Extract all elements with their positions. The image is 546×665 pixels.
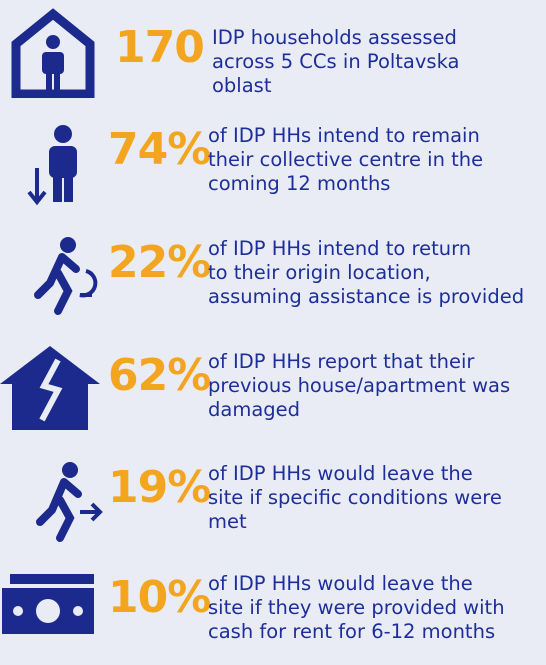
description-line: damaged [208, 398, 301, 421]
key-figure: 62% [108, 350, 211, 401]
person-return-icon [34, 237, 98, 315]
description-line: met [208, 510, 247, 533]
description-line: of IDP HHs would leave the [208, 462, 473, 485]
key-figure: 19% [108, 462, 211, 513]
description-line: of IDP HHs intend to remain [208, 124, 480, 147]
description-line: site if specific conditions were [208, 486, 502, 509]
stat-row: 74% of IDP HHs intend to remain their col… [0, 112, 546, 217]
description-line: cash for rent for 6-12 months [208, 620, 496, 643]
description-line: assuming assistance is provided [208, 285, 525, 308]
key-figure: 22% [108, 237, 211, 288]
damaged-house-icon [0, 346, 100, 430]
description-line: their collective centre in the [208, 148, 484, 171]
description-line: site if they were provided with [208, 596, 505, 619]
description: IDP households assessed across 5 CCs in P… [212, 26, 459, 98]
description: of IDP HHs intend to return to their orig… [208, 237, 524, 309]
description-line: coming 12 months [208, 172, 391, 195]
description-line: oblast [212, 74, 272, 97]
description: of IDP HHs would leave the site if they w… [208, 572, 505, 644]
key-figure: 74% [108, 124, 211, 175]
description-line: previous house/apartment was [208, 374, 511, 397]
key-figure: 170 [115, 22, 205, 73]
key-figure: 10% [108, 572, 211, 623]
person-stay-icon [27, 125, 77, 206]
stat-row: 19% of IDP HHs would leave the site if sp… [0, 450, 546, 555]
house-person-icon [11, 8, 95, 98]
description-line: of IDP HHs intend to return [208, 237, 472, 260]
description: of IDP HHs intend to remain their collect… [208, 124, 483, 196]
cash-icon [2, 574, 94, 634]
description: of IDP HHs report that their previous hou… [208, 350, 510, 422]
stat-row: 62% of IDP HHs report that their previous… [0, 338, 546, 443]
stat-row: 170 IDP households assessed across 5 CCs … [0, 0, 546, 105]
description-line: of IDP HHs would leave the [208, 572, 473, 595]
description-line: across 5 CCs in Poltavska [212, 50, 460, 73]
stat-row: 10% of IDP HHs would leave the site if th… [0, 560, 546, 665]
stat-row: 22% of IDP HHs intend to return to their … [0, 225, 546, 330]
description-line: of IDP HHs report that their [208, 350, 475, 373]
description: of IDP HHs would leave the site if specif… [208, 462, 502, 534]
description-line: to their origin location, [208, 261, 431, 284]
person-leave-icon [36, 462, 103, 542]
description-line: IDP households assessed [212, 26, 457, 49]
